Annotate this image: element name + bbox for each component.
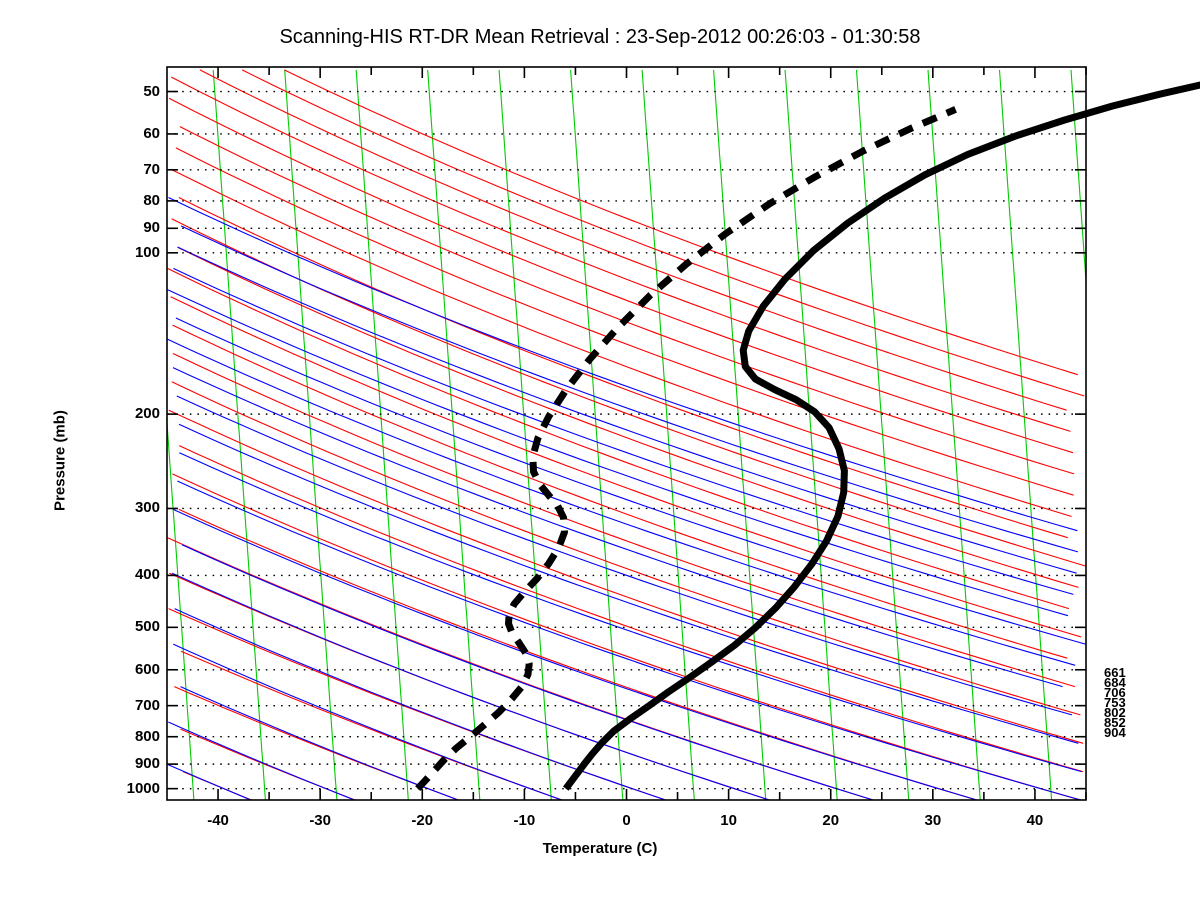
level-label: 802 (1104, 705, 1126, 720)
level-label: 753 (1104, 695, 1126, 710)
level-label: 852 (1104, 715, 1126, 730)
level-label: 904 (1104, 725, 1126, 740)
y-tick-label: 700 (134, 696, 160, 714)
y-tick-label: 300 (134, 499, 160, 517)
y-tick-label: 80 (143, 191, 160, 209)
x-tick-label: 30 (924, 812, 942, 829)
x-tick-label: -10 (513, 812, 536, 829)
y-tick-label: 70 (143, 160, 160, 178)
y-tick-label: 100 (134, 243, 160, 261)
x-tick-label: -30 (309, 812, 331, 829)
series-temperature-line (563, 81, 1200, 791)
x-tick-label: 20 (822, 812, 840, 829)
dry-adiabat-lines (167, 69, 1086, 801)
page-title: Scanning-HIS RT-DR Mean Retrieval : 23-S… (279, 26, 921, 48)
level-label: 661 (1104, 665, 1126, 680)
right-axis-level-labels: 661 684 706 753 802 852 904 (1104, 665, 1194, 740)
mixing-ratio-lines (166, 69, 1087, 801)
y-axis-tick-labels: 50 60 70 80 90 100 200 300 400 500 600 700 800 900 100… (88, 0, 160, 900)
x-tick-label: -40 (207, 812, 229, 829)
y-tick-label: 50 (143, 82, 160, 100)
y-tick-label: 500 (134, 618, 160, 636)
y-tick-label: 900 (134, 755, 160, 773)
axis-ticks (167, 67, 1087, 800)
y-axis-label: Pressure (mb) (51, 410, 69, 511)
y-tick-label: 1000 (126, 779, 160, 797)
isobar-gridlines (167, 90, 1086, 790)
series-dewpoint-line (415, 106, 957, 791)
x-tick-label: 10 (720, 812, 737, 829)
x-axis-tick-labels: -40 -30 -20 -10 0 10 20 30 40 (0, 812, 1200, 836)
plot-frame (166, 66, 1087, 801)
x-tick-label: 0 (622, 812, 631, 829)
y-tick-label: 60 (143, 124, 160, 142)
y-tick-label: 400 (134, 566, 160, 584)
x-axis-label: Temperature (C) (542, 840, 658, 857)
y-tick-label: 800 (134, 727, 160, 745)
y-tick-label: 200 (134, 405, 160, 423)
data-series (415, 81, 1200, 791)
level-label: 684 (1104, 675, 1126, 690)
y-tick-label: 600 (134, 660, 160, 678)
y-tick-label: 90 (143, 219, 160, 237)
level-label: 706 (1104, 685, 1126, 700)
moist-adiabat-lines (167, 197, 1086, 801)
x-tick-label: -20 (411, 812, 434, 829)
x-tick-label: 40 (1026, 812, 1044, 829)
